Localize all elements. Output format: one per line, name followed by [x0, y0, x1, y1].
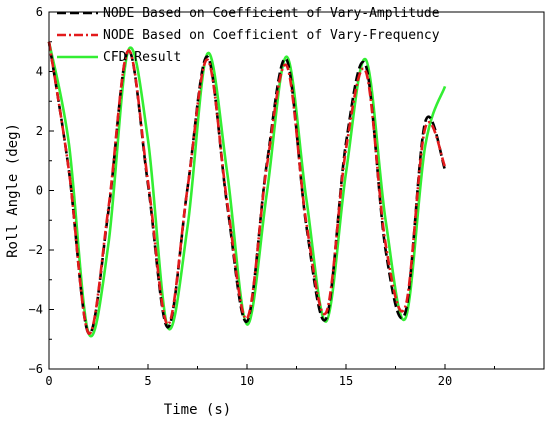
x-tick-label: 0 — [45, 374, 52, 388]
legend-label-3: CFD Result — [103, 50, 181, 65]
plot-frame — [48, 11, 545, 370]
y-tick-label: 2 — [36, 124, 43, 138]
y-tick-label: 0 — [36, 184, 43, 198]
y-tick-label: 6 — [36, 5, 43, 19]
x-tick-label: 20 — [438, 374, 452, 388]
y-axis-ticks: −6 −4 −2 0 2 4 6 — [29, 5, 54, 376]
series-lines — [47, 41, 447, 338]
y-tick-label: −2 — [29, 243, 43, 257]
series-line-2 — [47, 41, 447, 335]
x-axis-ticks: 0 5 10 15 20 — [45, 364, 495, 388]
y-tick-label: −4 — [29, 303, 43, 317]
y-tick-label: 4 — [36, 65, 43, 79]
x-tick-label: 10 — [240, 374, 254, 388]
x-tick-label: 5 — [144, 374, 151, 388]
x-tick-label: 15 — [339, 374, 353, 388]
legend-label-2: NODE Based on Coefficient of Vary-Freque… — [103, 28, 440, 43]
y-tick-label: −6 — [29, 362, 43, 376]
series-line-3 — [47, 41, 447, 338]
y-axis-title: Roll Angle (deg) — [5, 123, 21, 258]
legend-label-1: NODE Based on Coefficient of Vary-Amplit… — [103, 6, 440, 21]
legend: NODE Based on Coefficient of Vary-Amplit… — [57, 6, 440, 65]
x-axis-title: Time (s) — [164, 402, 231, 418]
